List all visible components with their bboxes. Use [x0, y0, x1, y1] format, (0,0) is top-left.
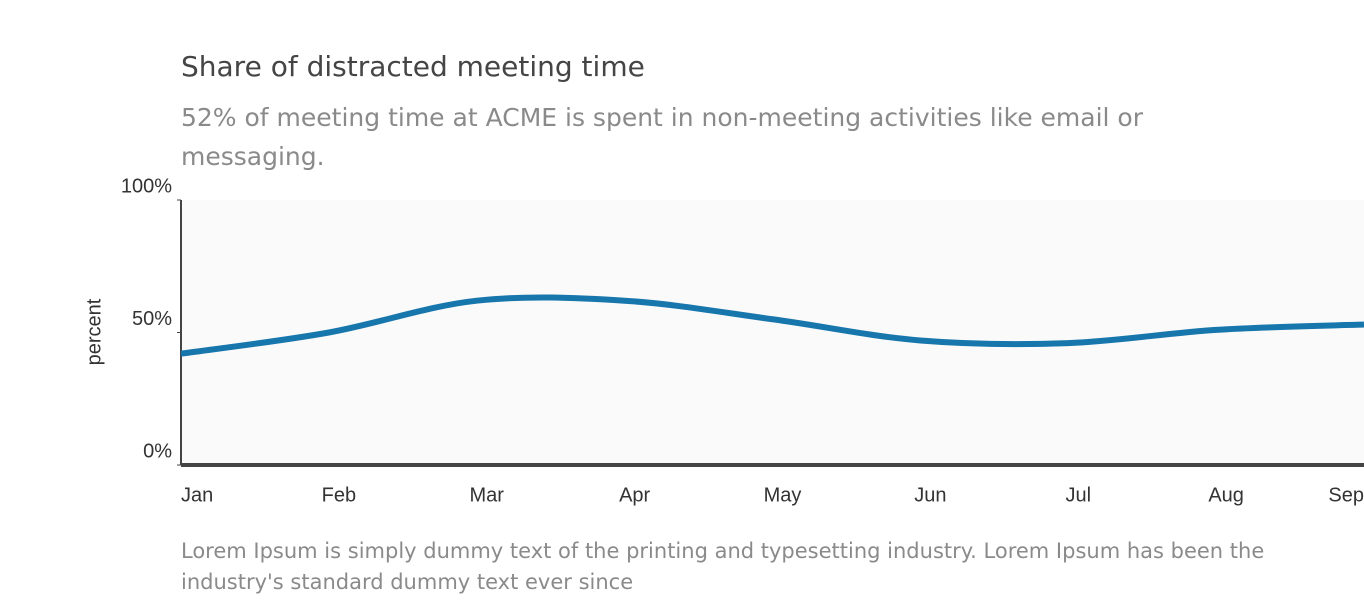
y-tick-label: 50% [132, 308, 172, 330]
y-tick-label: 100% [121, 175, 172, 197]
chart-title: Share of distracted meeting time [181, 50, 645, 83]
x-tick-label: Jul [1065, 484, 1091, 506]
x-tick-label: Feb [322, 484, 356, 506]
chart-subtitle: 52% of meeting time at ACME is spent in … [181, 103, 1143, 171]
chart: percent 0% 50% 100% Jan Feb Mar Apr May Jun Jul Au… [83, 175, 1364, 506]
footnote: Lorem Ipsum is simply dummy text of the … [181, 539, 1265, 594]
x-tick-label: May [764, 484, 802, 506]
x-tick-label: Jan [181, 484, 213, 506]
x-tick-label: Apr [619, 484, 650, 506]
y-tick-label: 0% [143, 440, 172, 462]
x-tick-label: Mar [470, 484, 505, 506]
x-tick-label: Sep [1328, 484, 1364, 506]
y-axis-label: percent [83, 298, 105, 365]
line-series [180, 294, 1364, 357]
x-tick-label: Aug [1208, 484, 1244, 506]
x-tick-label: Jun [914, 484, 946, 506]
